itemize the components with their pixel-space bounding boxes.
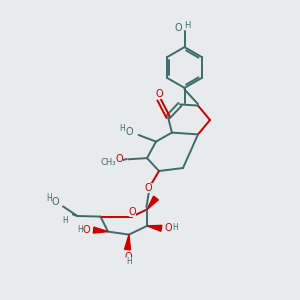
Text: O: O [82,225,90,236]
Text: H: H [172,223,178,232]
Text: O: O [125,127,133,137]
Text: O: O [145,183,153,194]
Polygon shape [124,235,130,250]
Text: H: H [46,194,52,203]
Text: O: O [155,89,163,99]
Text: H: H [119,124,125,134]
Text: O: O [52,197,59,207]
Text: H: H [46,194,52,202]
Text: CH₃: CH₃ [100,158,116,167]
Text: H: H [126,257,132,266]
Polygon shape [147,225,162,231]
Text: O: O [164,223,172,233]
Text: O: O [175,23,183,33]
Text: H: H [62,216,68,225]
Text: O: O [124,251,132,262]
Polygon shape [147,196,158,209]
Text: O: O [129,207,136,217]
Text: H: H [77,225,83,234]
Text: H: H [184,21,190,30]
Polygon shape [93,227,108,233]
Text: O: O [115,154,123,164]
